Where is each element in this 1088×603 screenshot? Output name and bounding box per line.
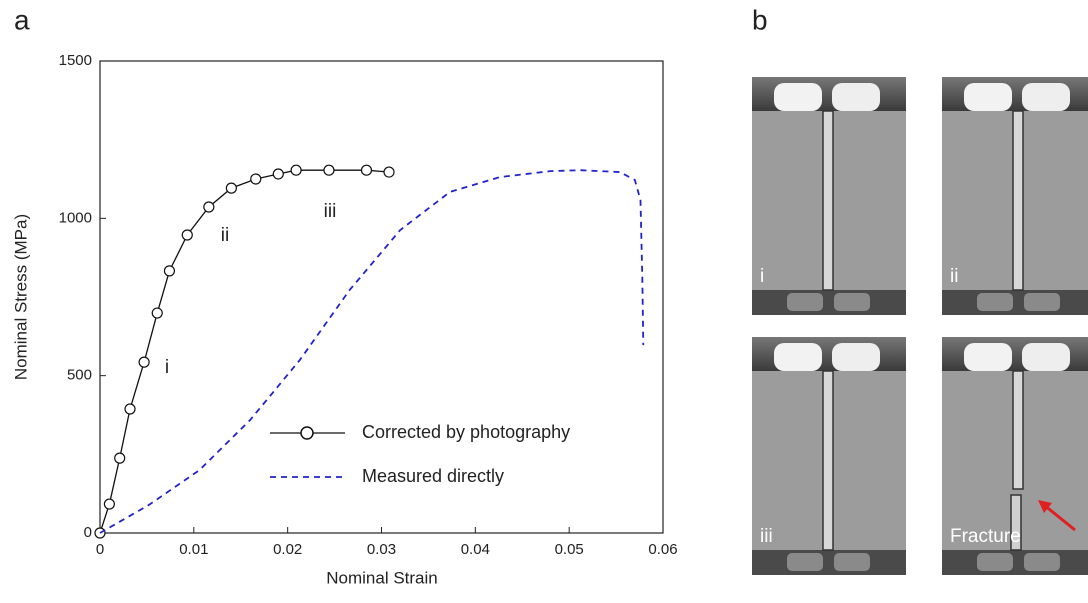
data-point <box>290 164 302 176</box>
x-tick-label: 0.02 <box>273 541 302 558</box>
photo: ii <box>942 77 1088 315</box>
grip-pad <box>964 343 1012 371</box>
data-point <box>163 265 176 277</box>
grip-pad <box>1024 293 1060 311</box>
arrow <box>1043 503 1076 532</box>
x-tick-label: 0.04 <box>461 541 490 558</box>
lower-grip <box>752 550 906 575</box>
x-tick-label: 0.01 <box>179 541 208 558</box>
annotation: ii <box>221 225 229 246</box>
legend-label: Corrected by photography <box>362 422 570 442</box>
grip-pad <box>834 293 870 311</box>
data-point <box>250 173 262 185</box>
grip-pad <box>834 553 870 571</box>
data-point <box>203 201 215 213</box>
specimen <box>1012 370 1024 490</box>
y-tick-label: 1000 <box>59 209 92 226</box>
x-tick-label: 0 <box>96 541 104 558</box>
grip-pad <box>1024 553 1060 571</box>
y-axis-title: Nominal Stress (MPa) <box>11 214 30 380</box>
photo: Fracture <box>942 337 1088 575</box>
grip-pad <box>774 83 822 111</box>
grip-pad <box>832 343 880 371</box>
y-tick-label: 500 <box>67 367 92 384</box>
data-point <box>124 403 136 415</box>
photo-label: i <box>760 266 764 287</box>
y-tick-label: 1500 <box>59 52 92 69</box>
x-axis-title: Nominal Strain <box>326 568 438 587</box>
data-point <box>151 307 163 319</box>
x-tick-label: 0.03 <box>367 541 396 558</box>
photo-label: iii <box>760 526 773 547</box>
data-point <box>360 164 373 176</box>
data-point <box>272 168 284 180</box>
data-point <box>225 182 237 194</box>
photo: iii <box>752 337 906 575</box>
lower-grip <box>752 290 906 315</box>
annotation: i <box>165 357 169 378</box>
grip-pad <box>832 83 880 111</box>
specimen <box>1010 494 1022 551</box>
photo: i <box>752 77 906 315</box>
x-tick-label: 0.05 <box>555 541 584 558</box>
photo-label: ii <box>950 266 958 287</box>
grip-pad <box>964 83 1012 111</box>
lower-grip <box>942 550 1088 575</box>
lower-grip <box>942 290 1088 315</box>
legend-label: Measured directly <box>362 466 504 486</box>
grip-pad <box>774 343 822 371</box>
grip-pad <box>977 293 1013 311</box>
panel-label: a <box>14 4 30 35</box>
y-tick-label: 0 <box>84 524 92 541</box>
specimen <box>822 370 834 551</box>
grip-pad <box>977 553 1013 571</box>
panel-label: b <box>752 4 768 35</box>
plot-frame <box>99 60 664 534</box>
series-line <box>99 169 390 534</box>
data-point <box>138 356 150 368</box>
grip-pad <box>787 293 823 311</box>
annotation: iii <box>324 201 337 222</box>
grip-pad <box>1022 343 1070 371</box>
data-point <box>181 229 193 241</box>
legend-marker <box>300 426 314 440</box>
data-point <box>323 164 335 176</box>
specimen <box>1012 110 1024 291</box>
x-tick-label: 0.06 <box>648 541 677 558</box>
series-line <box>99 169 645 534</box>
data-point <box>103 498 115 510</box>
photo-label: Fracture <box>950 526 1021 547</box>
arrow-head <box>1038 500 1052 513</box>
grip-pad <box>787 553 823 571</box>
data-point <box>383 166 395 178</box>
data-point <box>114 452 126 464</box>
grip-pad <box>1022 83 1070 111</box>
specimen <box>822 110 834 291</box>
